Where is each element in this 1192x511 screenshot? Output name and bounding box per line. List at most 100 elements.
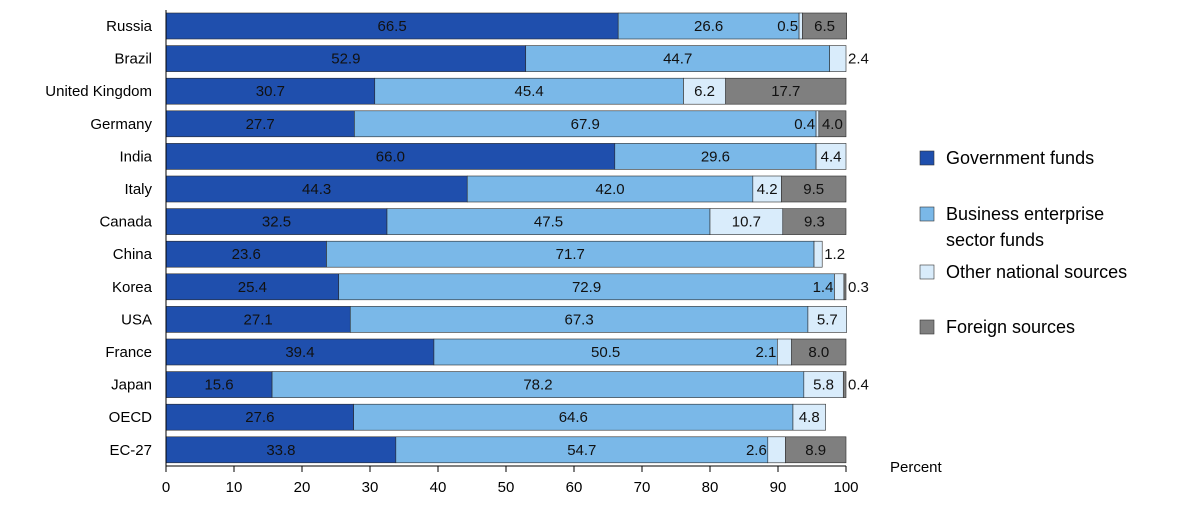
bar-segment	[843, 273, 847, 301]
legend-label: Business enterprise sector funds	[946, 204, 1104, 250]
category-label: China	[113, 246, 153, 263]
data-label: 30.7	[256, 83, 285, 100]
bar-segment	[271, 371, 805, 398]
data-label: 8.0	[808, 344, 829, 361]
data-label: 5.8	[813, 377, 834, 394]
x-tick-label: 40	[430, 479, 447, 496]
bar-segment	[165, 45, 527, 72]
bar-segment	[815, 110, 820, 138]
legend-label: Other national sources	[946, 262, 1127, 282]
legend-swatch	[919, 264, 935, 280]
category-label: Korea	[112, 279, 153, 296]
bar-segment	[165, 208, 388, 235]
x-tick-label: 90	[770, 479, 787, 496]
data-label: 42.0	[595, 181, 624, 198]
data-label: 23.6	[232, 246, 261, 263]
x-tick-label: 30	[362, 479, 379, 496]
bar-segment	[466, 175, 754, 203]
bar-segment	[326, 240, 815, 268]
data-label: 15.6	[204, 377, 233, 394]
bar-segment	[802, 12, 847, 40]
x-tick-label: 50	[498, 479, 515, 496]
data-label: 8.9	[805, 442, 826, 459]
x-tick-label: 70	[634, 479, 651, 496]
data-label: 66.0	[376, 148, 405, 165]
data-label: 2.1	[755, 344, 776, 361]
bar-segment	[815, 143, 847, 170]
data-label: 39.4	[285, 344, 314, 361]
bar-segment	[834, 273, 845, 301]
data-label: 9.5	[803, 181, 824, 198]
bar-segment	[777, 338, 792, 366]
category-label: France	[105, 344, 152, 361]
bar-segment	[791, 338, 847, 366]
data-label: 4.0	[822, 116, 843, 133]
data-label: 44.3	[302, 181, 331, 198]
category-label: USA	[121, 311, 152, 328]
legend-label: Foreign sources	[946, 317, 1075, 337]
bar-segment	[353, 403, 794, 431]
data-label: 0.3	[848, 279, 869, 296]
bar-segment	[165, 371, 273, 398]
bar-segment	[386, 208, 711, 235]
x-tick-label: 20	[294, 479, 311, 496]
category-label: Canada	[99, 214, 152, 231]
bar-segment	[781, 175, 847, 203]
bar-segment	[165, 12, 619, 40]
bar-segment	[818, 110, 847, 138]
data-label: 4.2	[757, 181, 778, 198]
bar-segment	[792, 403, 826, 431]
data-label: 4.8	[799, 409, 820, 426]
bar-segment	[683, 77, 726, 105]
x-tick-label: 60	[566, 479, 583, 496]
category-label: OECD	[109, 409, 153, 426]
data-label: 1.2	[824, 246, 845, 263]
bar-segment	[349, 306, 809, 333]
data-label: 50.5	[591, 344, 620, 361]
bar-segment	[767, 436, 786, 464]
data-label: 27.6	[245, 409, 274, 426]
bar-segment	[165, 306, 351, 333]
bar-segment	[165, 338, 435, 366]
bar-segment	[798, 12, 803, 40]
data-label: 27.7	[246, 116, 275, 133]
bar-segment	[525, 45, 830, 72]
data-label: 52.9	[331, 51, 360, 68]
bar-segment	[165, 436, 397, 464]
data-label: 67.9	[571, 116, 600, 133]
bar-segment	[725, 77, 847, 105]
bar-segment	[803, 371, 844, 398]
x-axis-title: Percent	[890, 459, 943, 476]
data-label: 78.2	[523, 377, 552, 394]
data-label: 1.4	[813, 279, 834, 296]
x-tick-label: 80	[702, 479, 719, 496]
data-label: 45.4	[515, 83, 544, 100]
data-label: 44.7	[663, 51, 692, 68]
data-label: 71.7	[556, 246, 585, 263]
data-label: 0.4	[794, 116, 815, 133]
legend-swatch	[919, 206, 935, 222]
legend-swatch	[919, 319, 935, 335]
category-label: Russia	[106, 18, 153, 35]
data-label: 32.5	[262, 214, 291, 231]
data-label: 64.6	[559, 409, 588, 426]
x-tick-label: 0	[162, 479, 170, 496]
bar-segment	[395, 436, 769, 464]
bar-segment	[785, 436, 847, 464]
category-label: Italy	[124, 181, 152, 198]
category-label: Germany	[90, 116, 152, 133]
bar-segment	[165, 77, 376, 105]
data-label: 27.1	[244, 311, 273, 328]
bar-segment	[165, 110, 355, 138]
data-label: 47.5	[534, 214, 563, 231]
data-label: 17.7	[771, 83, 800, 100]
data-label: 66.5	[377, 18, 406, 35]
data-label: 25.4	[238, 279, 267, 296]
data-label: 67.3	[564, 311, 593, 328]
data-label: 0.5	[777, 18, 798, 35]
bar-segment	[842, 371, 847, 398]
category-label: India	[119, 148, 152, 165]
bar-segment	[807, 306, 847, 333]
bar-segment	[709, 208, 784, 235]
